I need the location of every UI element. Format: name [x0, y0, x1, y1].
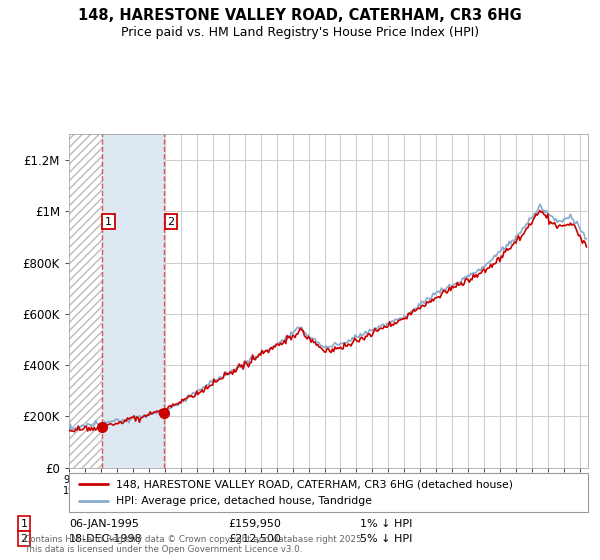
Text: HPI: Average price, detached house, Tandridge: HPI: Average price, detached house, Tand…: [116, 496, 372, 506]
Text: Price paid vs. HM Land Registry's House Price Index (HPI): Price paid vs. HM Land Registry's House …: [121, 26, 479, 39]
FancyBboxPatch shape: [69, 473, 588, 512]
Text: 5% ↓ HPI: 5% ↓ HPI: [360, 534, 412, 544]
Text: £212,500: £212,500: [228, 534, 281, 544]
Text: Contains HM Land Registry data © Crown copyright and database right 2025.
This d: Contains HM Land Registry data © Crown c…: [24, 535, 364, 554]
Text: 2: 2: [20, 534, 28, 544]
Text: 148, HARESTONE VALLEY ROAD, CATERHAM, CR3 6HG (detached house): 148, HARESTONE VALLEY ROAD, CATERHAM, CR…: [116, 479, 513, 489]
Text: 06-JAN-1995: 06-JAN-1995: [69, 519, 139, 529]
Bar: [69, 134, 101, 468]
Text: 148, HARESTONE VALLEY ROAD, CATERHAM, CR3 6HG: 148, HARESTONE VALLEY ROAD, CATERHAM, CR…: [78, 8, 522, 24]
Text: 1: 1: [105, 217, 112, 227]
Bar: [101, 134, 164, 468]
Bar: [69, 134, 101, 468]
Text: 18-DEC-1998: 18-DEC-1998: [69, 534, 143, 544]
Text: 1: 1: [20, 519, 28, 529]
Text: £159,950: £159,950: [228, 519, 281, 529]
Text: 1% ↓ HPI: 1% ↓ HPI: [360, 519, 412, 529]
Text: 2: 2: [167, 217, 175, 227]
